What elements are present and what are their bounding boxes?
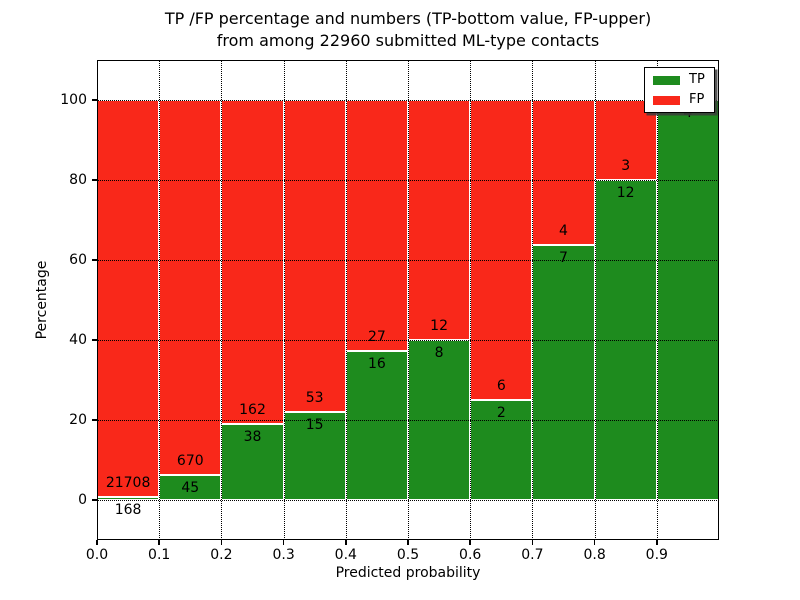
- ytick-mark: [92, 99, 97, 101]
- fp-count-label: 4: [559, 223, 568, 240]
- xtick-mark: [345, 540, 347, 545]
- xtick-label: 0.2: [210, 547, 233, 563]
- tp-count-label: 2: [496, 405, 506, 421]
- xtick-mark: [531, 540, 534, 545]
- ytick-mark: [92, 419, 97, 421]
- fp-count-label: 3: [621, 158, 631, 174]
- legend-swatch-fp: [653, 95, 680, 105]
- legend: TP FP: [644, 67, 715, 113]
- gridline-x-0.4: [345, 60, 347, 540]
- bar-tp-0.2-0.3: [221, 424, 284, 500]
- legend-item-tp: TP: [653, 73, 705, 87]
- ytick-label: 60: [69, 252, 87, 268]
- bar-tp-0.1-0.2: [159, 474, 222, 500]
- bar-fp-0.5-0.6: [408, 100, 471, 340]
- xtick-label: 0.5: [396, 547, 420, 563]
- bar-fp-0.1-0.2: [159, 100, 222, 475]
- xtick-mark: [158, 540, 160, 545]
- fp-count-label: 27: [367, 329, 386, 346]
- legend-label-fp: FP: [689, 92, 705, 107]
- ytick-mark: [92, 499, 97, 501]
- xtick-label: 0.0: [85, 547, 109, 563]
- x-axis-label: Predicted probability: [335, 565, 481, 581]
- fp-count-label: 670: [176, 452, 204, 469]
- gridline-x-0.8: [594, 60, 596, 540]
- xtick-label: 0.1: [148, 547, 171, 563]
- gridline-x-0.3: [283, 60, 285, 540]
- fp-count-label: 162: [239, 402, 266, 418]
- bar-tp-0.9-1.0: [656, 100, 719, 500]
- y-axis-label: Percentage: [34, 260, 50, 340]
- ytick-mark: [92, 179, 97, 181]
- legend-label-tp: TP: [689, 72, 705, 87]
- bar-fp-0.3-0.4: [283, 100, 346, 412]
- xtick-label: 0.6: [459, 547, 482, 563]
- xtick-label: 0.8: [583, 547, 606, 563]
- ytick-mark: [92, 339, 97, 341]
- ytick-mark: [92, 259, 97, 261]
- ytick-label: 80: [69, 172, 87, 188]
- plot-area: 21708 168 670 45 162 38 53 15 27 16 12 8 6 2 4 7 3 12 4 0 20…: [60, 60, 719, 563]
- xtick-mark: [282, 540, 285, 545]
- xtick-label: 0.4: [334, 547, 357, 563]
- xtick-mark: [469, 540, 471, 545]
- gridline-x-0.6: [470, 60, 472, 540]
- fp-count-label: 6: [496, 378, 506, 394]
- bar-tp-0.7-0.8: [532, 245, 595, 500]
- gridline-x-0.2: [221, 60, 223, 540]
- xtick-mark: [656, 540, 658, 545]
- xtick-label: 0.9: [645, 547, 668, 563]
- xtick-mark: [593, 540, 596, 545]
- chart-title: TP /FP percentage and numbers (TP-bottom…: [97, 8, 719, 52]
- tp-count-label: 7: [559, 250, 568, 267]
- tp-count-label: 12: [616, 185, 635, 201]
- legend-item-fp: FP: [653, 93, 705, 107]
- xtick-label: 0.3: [272, 547, 295, 563]
- ytick-label: 20: [69, 412, 87, 428]
- xtick-mark: [96, 540, 98, 545]
- fp-count-label: 12: [430, 318, 449, 334]
- tp-count-label: 168: [114, 501, 142, 518]
- tp-count-label: 16: [367, 356, 386, 373]
- xtick-mark: [220, 540, 223, 545]
- tp-count-label: 4: [683, 105, 693, 121]
- ytick-label: 100: [60, 92, 87, 108]
- bar-fp-0.6-0.7: [470, 100, 533, 400]
- gridline-x-0.9: [656, 60, 658, 540]
- gridline-x-0.5: [408, 60, 409, 540]
- chart-title-line2: from among 22960 submitted ML-type conta…: [216, 31, 600, 50]
- gridline-x-0.7: [532, 60, 534, 540]
- tp-count-label: 8: [434, 345, 444, 361]
- fp-count-label: 53: [305, 389, 324, 406]
- fp-count-label: 21708: [105, 474, 151, 491]
- bar-tp-0.3-0.4: [283, 411, 346, 500]
- gridline-x-0.1: [159, 60, 161, 540]
- bar-fp-0.0-0.1: [97, 100, 160, 497]
- legend-swatch-tp: [653, 75, 680, 85]
- xtick-label: 0.7: [521, 547, 544, 563]
- tp-count-label: 15: [305, 416, 324, 433]
- xtick-mark: [407, 540, 409, 545]
- ytick-label: 0: [78, 492, 87, 508]
- tp-count-label: 45: [181, 479, 200, 496]
- chart-title-line1: TP /FP percentage and numbers (TP-bottom…: [164, 9, 652, 28]
- bar-tp-0.4-0.5: [345, 351, 408, 500]
- ytick-label: 40: [69, 332, 87, 348]
- bar-fp-0.4-0.5: [345, 100, 408, 352]
- tp-count-label: 38: [243, 429, 262, 445]
- bar-fp-0.2-0.3: [221, 100, 284, 424]
